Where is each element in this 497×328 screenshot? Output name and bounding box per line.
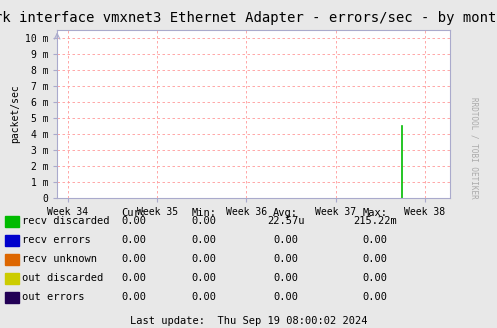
Text: 0.00: 0.00: [191, 236, 216, 245]
Text: recv unknown: recv unknown: [22, 255, 97, 264]
Text: 0.00: 0.00: [273, 293, 298, 302]
Text: Min:: Min:: [191, 208, 216, 218]
Text: 0.00: 0.00: [363, 236, 388, 245]
Text: 0.00: 0.00: [273, 236, 298, 245]
Text: 0.00: 0.00: [191, 293, 216, 302]
Text: 0.00: 0.00: [122, 236, 147, 245]
Text: 0.00: 0.00: [122, 293, 147, 302]
Text: 0.00: 0.00: [122, 255, 147, 264]
Text: Network interface vmxnet3 Ethernet Adapter - errors/sec - by month: Network interface vmxnet3 Ethernet Adapt…: [0, 11, 497, 26]
Text: Last update:  Thu Sep 19 08:00:02 2024: Last update: Thu Sep 19 08:00:02 2024: [130, 316, 367, 326]
Text: 0.00: 0.00: [191, 216, 216, 226]
Text: 0.00: 0.00: [122, 274, 147, 283]
Text: 0.00: 0.00: [191, 274, 216, 283]
Text: recv errors: recv errors: [22, 236, 91, 245]
Y-axis label: packet/sec: packet/sec: [10, 85, 20, 143]
Text: 0.00: 0.00: [363, 255, 388, 264]
Text: 0.00: 0.00: [363, 293, 388, 302]
Text: 22.57u: 22.57u: [267, 216, 305, 226]
Text: out errors: out errors: [22, 293, 85, 302]
Text: recv discarded: recv discarded: [22, 216, 110, 226]
Text: 0.00: 0.00: [122, 216, 147, 226]
Text: Cur:: Cur:: [122, 208, 147, 218]
Text: 0.00: 0.00: [191, 255, 216, 264]
Text: Avg:: Avg:: [273, 208, 298, 218]
Text: 0.00: 0.00: [363, 274, 388, 283]
Text: 0.00: 0.00: [273, 255, 298, 264]
Text: 0.00: 0.00: [273, 274, 298, 283]
Text: Max:: Max:: [363, 208, 388, 218]
Text: out discarded: out discarded: [22, 274, 103, 283]
Text: 215.22m: 215.22m: [353, 216, 397, 226]
Text: RRDTOOL / TOBI OETIKER: RRDTOOL / TOBI OETIKER: [469, 97, 478, 198]
